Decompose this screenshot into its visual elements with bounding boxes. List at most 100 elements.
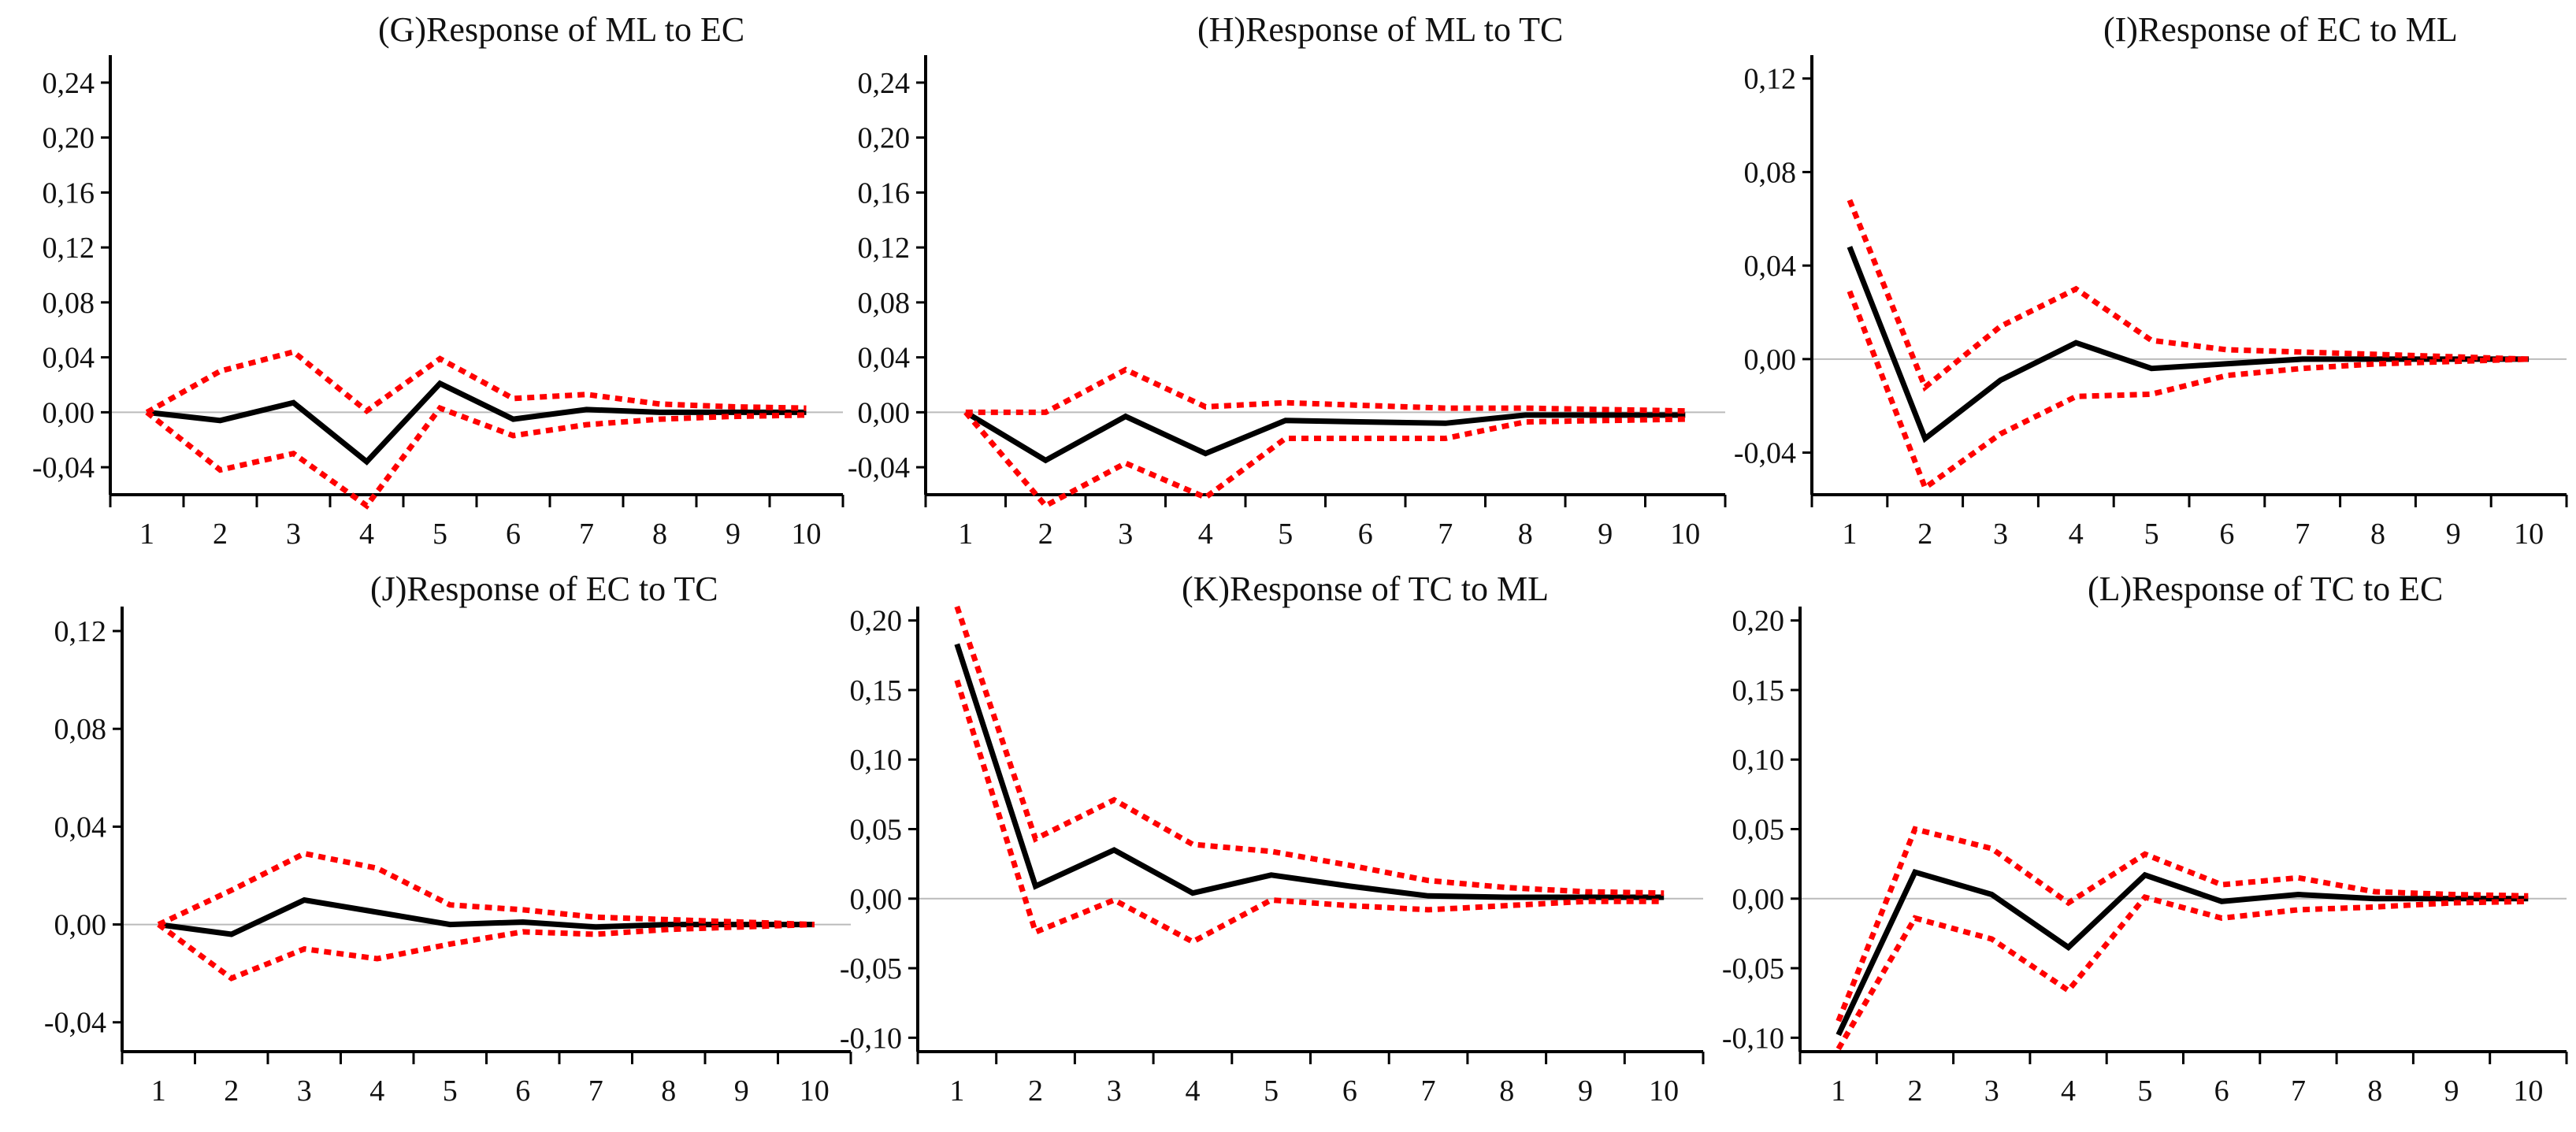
x-tick-label: 2: [1028, 1074, 1043, 1108]
y-tick-label: 0,04: [54, 811, 107, 844]
x-tick-label: 9: [2444, 1074, 2459, 1108]
y-tick-label: 0,00: [54, 909, 107, 942]
series-upper-line: [965, 366, 1686, 415]
y-tick-label: 0,12: [54, 615, 107, 648]
x-tick-label: 2: [1038, 518, 1053, 551]
x-tick-label: 3: [1118, 518, 1133, 551]
y-tick-label: 0,24: [858, 67, 911, 100]
x-tick-label: 6: [1342, 1074, 1357, 1108]
x-tick-label: 3: [286, 518, 301, 551]
x-tick-label: 3: [1993, 518, 2008, 551]
panel-h: (H)Response of ML to TC 0,24 0,20 0,16 0,12 0…: [848, 10, 1727, 551]
x-tick-label: 9: [734, 1074, 749, 1108]
series-response-line: [147, 380, 807, 466]
x-tick-label: 8: [1499, 1074, 1514, 1108]
y-tick-label: 0,05: [850, 814, 903, 847]
x-tick-label: 8: [652, 518, 667, 551]
x-tick-label: 10: [2514, 518, 2544, 551]
x-tick-label: 1: [958, 518, 973, 551]
x-tick-label: 2: [224, 1074, 239, 1108]
x-tick-label: 9: [1578, 1074, 1593, 1108]
x-tick-label: 6: [2219, 518, 2234, 551]
y-tick-label: -0,05: [1722, 952, 1784, 985]
x-tick-label: 5: [443, 1074, 458, 1108]
series-response-line: [158, 896, 815, 937]
y-tick-label: -0,05: [840, 952, 902, 985]
x-tick-label: 8: [2367, 1074, 2382, 1108]
panel-title: (J)Response of EC to TC: [370, 570, 718, 608]
x-tick-label: 2: [1917, 518, 1932, 551]
y-tick-label: 0,00: [858, 396, 911, 429]
panel-title: (L)Response of TC to EC: [2088, 570, 2443, 608]
y-tick-label: 0,10: [1732, 744, 1785, 777]
x-tick-label: 8: [2370, 518, 2385, 551]
x-tick-label: 5: [432, 518, 447, 551]
x-tick-label: 7: [1421, 1074, 1436, 1108]
x-tick-label: 10: [792, 518, 822, 551]
y-tick-label: 0,20: [850, 605, 903, 638]
y-tick-label: 0,08: [43, 287, 95, 320]
x-tick-label: 6: [1358, 518, 1373, 551]
y-tick-label: 0,04: [43, 342, 95, 375]
series-upper-line: [145, 348, 807, 415]
x-tick-label: 8: [661, 1074, 676, 1108]
y-tick-label: 0,08: [858, 287, 911, 320]
x-tick-label: 10: [1670, 518, 1700, 551]
x-tick-label: 4: [369, 1074, 384, 1108]
y-tick-label: 0,20: [858, 122, 911, 155]
series-response-line: [954, 643, 1665, 900]
y-tick-label: 0,10: [850, 744, 903, 777]
y-tick-label: 0,08: [1744, 156, 1797, 189]
x-tick-label: 1: [949, 1074, 964, 1108]
x-tick-label: 7: [2295, 518, 2310, 551]
x-tick-label: 7: [1438, 518, 1453, 551]
x-tick-label: 9: [726, 518, 741, 551]
x-tick-label: 7: [2291, 1074, 2306, 1108]
x-tick-label: 6: [515, 1074, 530, 1108]
x-tick-label: 4: [2069, 518, 2084, 551]
panel-g: (G)Response of ML to EC 0,24 0,20 0,16 0,12 0…: [32, 10, 844, 551]
panel-k: (K)Response of TC to ML 0,20 0,15 0,10 0,05 0…: [840, 570, 1705, 1108]
x-tick-label: 5: [1278, 518, 1293, 551]
x-tick-label: 3: [1107, 1074, 1122, 1108]
y-tick-label: 0,00: [1732, 883, 1785, 916]
y-tick-label: 0,04: [1744, 250, 1797, 283]
x-tick-label: 3: [297, 1074, 312, 1108]
x-tick-label: 1: [1842, 518, 1857, 551]
y-tick-label: 0,24: [43, 67, 95, 100]
series-lower-line: [1847, 290, 2530, 492]
y-tick-label: 0,12: [43, 232, 95, 265]
x-tick-label: 10: [2513, 1074, 2543, 1108]
y-tick-label: -0,04: [44, 1007, 106, 1040]
y-tick-label: 0,00: [43, 396, 95, 429]
x-tick-label: 6: [2214, 1074, 2229, 1108]
y-tick-label: 0,12: [858, 232, 911, 265]
panel-i: (I)Response of EC to ML 0,12 0,08 0,04 0,00 -…: [1734, 10, 2568, 551]
x-tick-label: 1: [139, 518, 154, 551]
x-tick-label: 4: [359, 518, 374, 551]
x-tick-label: 2: [1907, 1074, 1922, 1108]
y-tick-label: 0,08: [54, 713, 107, 746]
x-tick-label: 1: [151, 1074, 166, 1108]
y-tick-label: -0,04: [1734, 437, 1796, 470]
y-tick-label: 0,15: [850, 674, 903, 707]
series-lower-line: [1835, 894, 2529, 1051]
series-upper-line: [954, 605, 1665, 896]
x-tick-label: 8: [1518, 518, 1533, 551]
x-tick-label: 5: [1264, 1074, 1279, 1108]
y-tick-label: -0,04: [32, 451, 95, 484]
x-tick-label: 5: [2144, 518, 2159, 551]
panel-title: (H)Response of ML to TC: [1197, 10, 1563, 49]
series-response-line: [1835, 869, 2529, 1037]
series-upper-line: [1835, 826, 2529, 1023]
series-lower-line: [145, 404, 807, 510]
x-tick-label: 7: [579, 518, 594, 551]
y-tick-label: 0,12: [1744, 63, 1797, 96]
x-tick-label: 5: [2137, 1074, 2152, 1108]
series-response-line: [1847, 246, 2530, 444]
x-tick-label: 10: [1649, 1074, 1679, 1108]
panel-l: (L)Response of TC to EC 0,20 0,15 0,10 0,05 0…: [1722, 570, 2568, 1108]
series-lower-line: [954, 679, 1665, 945]
x-tick-label: 6: [506, 518, 521, 551]
